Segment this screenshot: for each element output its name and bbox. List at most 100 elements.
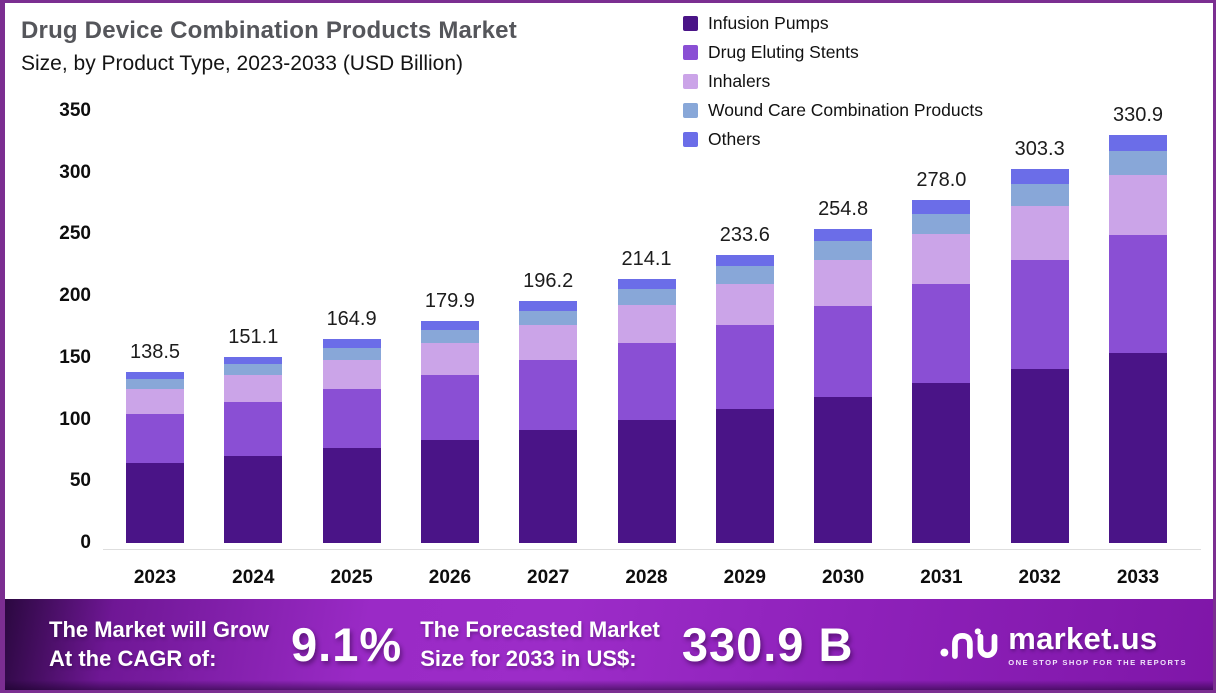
bar-segment	[224, 363, 283, 376]
legend-swatch-icon	[683, 132, 698, 147]
bar-value-label: 303.3	[1014, 137, 1065, 160]
bar-segment	[126, 413, 184, 464]
chart-title: Drug Device Combination Products Market	[21, 17, 517, 44]
bar-segment	[420, 375, 479, 440]
x-axis-tick-label: 2033	[1116, 567, 1160, 588]
bar-segment	[420, 439, 479, 543]
bar-value-label: 254.8	[818, 197, 869, 220]
cagr-caption-line2: At the CAGR of:	[49, 645, 217, 671]
stacked-bar-2027	[519, 300, 578, 543]
stacked-bar-2023	[126, 372, 184, 543]
bar-segment	[519, 430, 578, 543]
bar-segment	[126, 463, 184, 543]
bar-segment	[814, 241, 873, 260]
legend-item: Wound Care Combination Products	[683, 96, 983, 125]
bar-segment	[1010, 168, 1069, 184]
forecast-caption-line1: The Forecasted Market	[420, 617, 660, 643]
bar-segment	[715, 283, 774, 326]
bar-segment	[224, 356, 283, 364]
bar-segment	[1109, 134, 1167, 151]
bar-segment	[519, 300, 578, 311]
legend-label: Drug Eluting Stents	[708, 42, 859, 62]
cagr-value: 9.1%	[291, 618, 403, 671]
forecast-caption-line2: Size for 2033 in US$:	[420, 645, 637, 671]
x-axis-tick-label: 2032	[1018, 567, 1061, 588]
bar-segment	[912, 213, 971, 235]
chart-header: Drug Device Combination Products Market …	[21, 17, 517, 76]
stacked-bar-2032	[1010, 168, 1069, 543]
legend-swatch-icon	[683, 103, 698, 118]
bar-segment	[814, 305, 873, 397]
stacked-bar-2030	[814, 228, 873, 543]
x-axis-tick-label: 2029	[723, 567, 766, 588]
legend-swatch-icon	[683, 74, 698, 89]
bar-segment	[224, 375, 283, 403]
bar-value-label: 151.1	[228, 325, 279, 348]
bar-segment	[420, 329, 479, 344]
bar-segment	[1109, 234, 1167, 353]
bar-segment	[715, 325, 774, 409]
y-axis-tick-label: 300	[59, 161, 91, 183]
bar-segment	[617, 343, 676, 421]
bar-segment	[519, 360, 578, 431]
bar-value-label: 330.9	[1112, 103, 1164, 126]
bar-value-label: 233.6	[719, 223, 770, 246]
bar-segment	[322, 448, 381, 543]
brand-tagline: ONE STOP SHOP FOR THE REPORTS	[1008, 657, 1187, 667]
x-axis-tick-label: 2028	[625, 567, 668, 588]
chart-legend: Infusion Pumps Drug Eluting Stents Inhaler…	[683, 9, 983, 154]
bar-value-label: 164.9	[326, 308, 377, 331]
bar-value-label: 138.5	[129, 341, 181, 364]
bar-segment	[912, 199, 971, 214]
bar-segment	[617, 420, 676, 543]
bar-segment	[912, 283, 971, 384]
legend-swatch-icon	[683, 45, 698, 60]
bar-segment	[912, 234, 971, 284]
legend-label: Infusion Pumps	[708, 13, 829, 33]
summary-banner: The Market will Grow At the CAGR of: 9.1…	[5, 599, 1213, 690]
stacked-bar-2025	[322, 339, 381, 543]
legend-item: Others	[683, 125, 983, 154]
brand-logo: market.us ONE STOP SHOP FOR THE REPORTS	[940, 623, 1187, 667]
bar-segment	[1010, 260, 1069, 369]
legend-item: Infusion Pumps	[683, 9, 983, 38]
forecast-caption: The Forecasted Market Size for 2033 in U…	[420, 616, 660, 672]
bar-segment	[617, 289, 676, 306]
x-axis-line	[103, 549, 1201, 550]
y-axis-tick-label: 50	[69, 470, 91, 492]
x-axis-tick-label: 2025	[330, 567, 373, 588]
bar-segment	[322, 359, 381, 390]
bar-value-label: 278.0	[916, 168, 967, 191]
x-axis-tick-label: 2027	[527, 567, 570, 588]
y-axis-tick-label: 0	[80, 532, 91, 553]
bar-segment	[322, 347, 381, 360]
legend-label: Inhalers	[708, 71, 771, 91]
legend-item: Drug Eluting Stents	[683, 38, 983, 67]
stacked-bar-2033	[1109, 134, 1167, 543]
cagr-caption-line1: The Market will Grow	[49, 617, 270, 643]
marketus-logo-icon	[940, 623, 998, 666]
bar-segment	[1109, 175, 1167, 235]
bar-segment	[1109, 150, 1167, 176]
bar-value-label: 196.2	[523, 269, 574, 292]
bar-segment	[126, 372, 184, 379]
legend-label: Others	[708, 129, 761, 149]
bar-segment	[1109, 353, 1167, 543]
stacked-bar-2031	[912, 199, 971, 543]
bar-segment	[224, 402, 283, 457]
stacked-bar-2024	[224, 356, 283, 544]
x-axis-tick-label: 2026	[428, 567, 472, 588]
y-axis-tick-label: 100	[59, 408, 91, 430]
y-axis-tick-label: 250	[59, 223, 91, 245]
forecast-value: 330.9 B	[681, 618, 854, 671]
bar-segment	[1010, 368, 1069, 543]
bar-segment	[126, 389, 184, 414]
bar-segment	[519, 325, 578, 361]
bar-segment	[814, 228, 873, 242]
bar-segment	[617, 305, 676, 344]
bar-segment	[715, 254, 774, 267]
bar-segment	[617, 278, 676, 290]
chart-plot: 0 50 100 150 200 250 300 350 138.5 2023 151.1 2024 1…	[5, 3, 1213, 690]
stacked-bar-2026	[420, 320, 479, 543]
bar-segment	[420, 320, 479, 330]
